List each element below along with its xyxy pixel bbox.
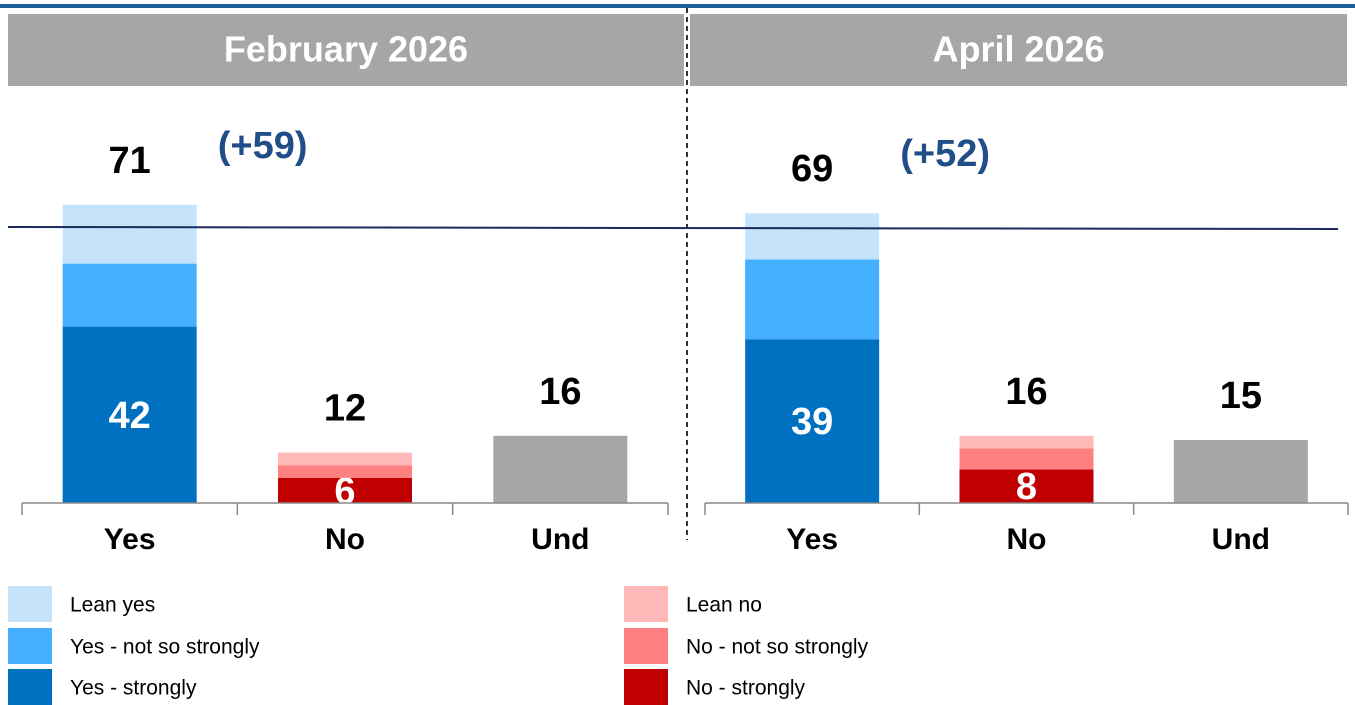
segment-label: 6 — [334, 470, 355, 512]
panel-header — [690, 14, 1347, 86]
x-tick-label: Und — [531, 523, 589, 556]
total-label: 15 — [1220, 375, 1262, 417]
legend-label: Yes - strongly — [70, 677, 197, 700]
legend-label: Lean yes — [70, 594, 155, 617]
segment-label: 42 — [109, 395, 151, 437]
legend-swatch — [8, 586, 52, 622]
x-tick-label: Yes — [104, 523, 156, 556]
panel-title: April 2026 — [932, 29, 1104, 70]
panel-header — [8, 14, 684, 86]
net-label: (+52) — [900, 133, 990, 175]
bar-segment — [62, 204, 197, 264]
net-label: (+59) — [218, 125, 308, 167]
legend-swatch — [8, 628, 52, 664]
total-label: 71 — [109, 140, 151, 182]
bar-segment — [493, 435, 628, 503]
legend-swatch — [624, 669, 668, 705]
bar-segment — [745, 259, 880, 340]
bar-segment — [745, 213, 880, 260]
legend-swatch — [624, 586, 668, 622]
legend-label: No - strongly — [686, 677, 806, 700]
bar-segment — [62, 263, 197, 327]
legend-label: Lean no — [686, 594, 762, 617]
top-rule — [0, 4, 1355, 8]
segment-label: 8 — [1016, 466, 1037, 508]
bar-segment — [1173, 440, 1308, 503]
x-tick-label: Yes — [786, 523, 838, 556]
x-tick-label: No — [1007, 523, 1047, 556]
bar-segment — [278, 452, 412, 466]
bar-segment — [62, 326, 197, 503]
bar-segment — [959, 469, 1094, 503]
legend-swatch — [624, 628, 668, 664]
legend-label: Yes - not so strongly — [70, 636, 260, 659]
reference-line — [7, 226, 1339, 230]
x-tick-label: Und — [1212, 523, 1270, 556]
total-label: 69 — [791, 148, 833, 190]
bar-segment — [959, 448, 1094, 470]
total-label: 16 — [539, 371, 581, 413]
total-label: 16 — [1005, 371, 1047, 413]
legend-swatch — [8, 669, 52, 705]
total-label: 12 — [324, 388, 366, 430]
x-tick-label: No — [325, 523, 365, 556]
legend-label: No - not so strongly — [686, 636, 869, 659]
panel-title: February 2026 — [224, 29, 468, 70]
bar-segment — [278, 477, 412, 503]
bar-segment — [745, 339, 880, 503]
bar-segment — [959, 435, 1094, 449]
bar-segment — [278, 465, 412, 478]
segment-label: 39 — [791, 401, 833, 443]
